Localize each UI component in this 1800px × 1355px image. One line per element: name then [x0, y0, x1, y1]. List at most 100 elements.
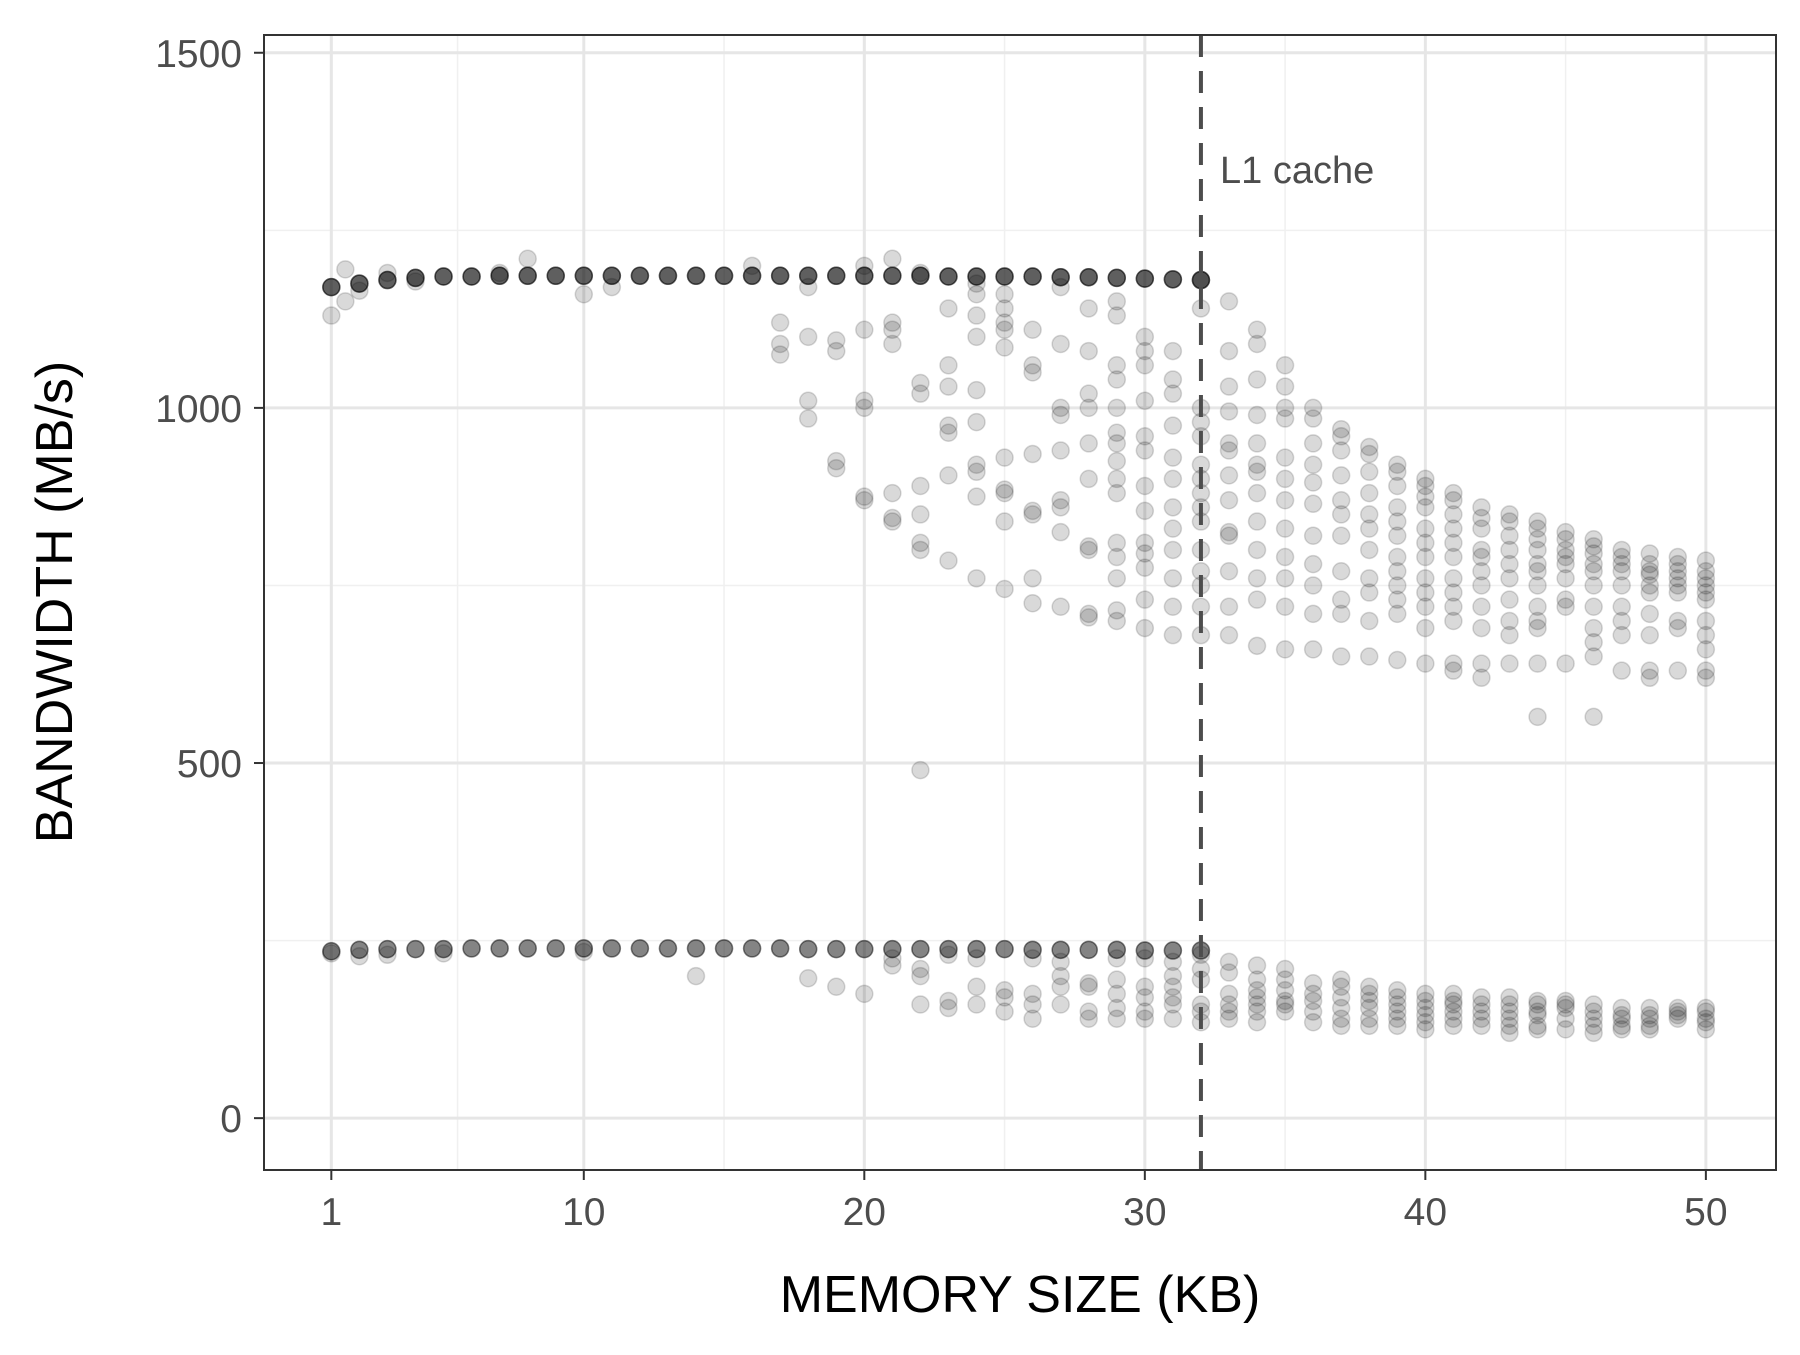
- data-point: [1556, 554, 1575, 574]
- data-point: [911, 995, 930, 1014]
- data-point: [1444, 519, 1463, 538]
- data-point: [1331, 526, 1351, 545]
- data-point: [1444, 991, 1463, 1011]
- data-point: [574, 266, 594, 286]
- data-point: [658, 266, 678, 286]
- data-point: [939, 299, 958, 318]
- data-point: [1556, 590, 1575, 609]
- data-point: [1107, 940, 1127, 960]
- data-point: [1331, 427, 1351, 446]
- data-point: [770, 266, 790, 286]
- data-point: [378, 263, 397, 283]
- data-point: [1023, 984, 1042, 1004]
- data-point: [1051, 267, 1070, 287]
- data-point: [1331, 998, 1351, 1018]
- data-point: [1023, 267, 1042, 286]
- data-point: [1584, 576, 1603, 595]
- data-point: [574, 939, 594, 958]
- data-point: [1359, 984, 1379, 1004]
- data-point: [434, 939, 453, 959]
- data-point: [883, 949, 902, 968]
- data-point: [1612, 540, 1631, 560]
- data-point: [378, 939, 397, 959]
- data-point: [1107, 984, 1127, 1004]
- data-point: [1388, 547, 1407, 567]
- data-point: [1163, 270, 1183, 289]
- data-point: [1584, 597, 1603, 617]
- data-point: [1135, 533, 1155, 553]
- data-point: [686, 939, 706, 958]
- data-point: [1444, 654, 1463, 673]
- data-point: [1135, 269, 1155, 288]
- data-point: [1079, 537, 1098, 556]
- data-point: [1275, 1002, 1295, 1021]
- data-point: [658, 939, 678, 958]
- data-point: [1163, 952, 1183, 972]
- data-point: [1500, 1002, 1519, 1021]
- data-point: [1051, 267, 1070, 287]
- data-point: [1219, 526, 1239, 545]
- data-point: [1303, 526, 1323, 545]
- data-point: [967, 267, 986, 286]
- data-point: [686, 939, 706, 958]
- data-point: [855, 490, 874, 510]
- data-point: [1135, 1009, 1155, 1028]
- data-point: [1219, 377, 1239, 396]
- data-point: [1500, 1009, 1519, 1028]
- data-point: [1556, 991, 1575, 1011]
- data-point: [1696, 551, 1716, 570]
- data-point: [1472, 540, 1491, 560]
- data-point: [995, 939, 1014, 959]
- data-point: [742, 266, 762, 286]
- data-point: [434, 267, 453, 286]
- data-point: [336, 260, 355, 279]
- l1-cache-annotation: L1 cache: [1220, 150, 1374, 192]
- data-point: [1051, 277, 1070, 297]
- data-point: [658, 266, 678, 286]
- data-point: [1107, 356, 1127, 375]
- data-point: [1107, 423, 1127, 442]
- data-point: [1388, 462, 1407, 482]
- data-point: [434, 267, 453, 286]
- data-point: [967, 267, 986, 286]
- data-point: [883, 334, 902, 354]
- gridlines: [264, 35, 1776, 1170]
- data-point: [1668, 661, 1688, 680]
- data-point: [1107, 268, 1127, 288]
- data-point: [1275, 377, 1295, 396]
- data-point: [574, 939, 594, 958]
- data-point: [714, 266, 734, 286]
- data-point: [1051, 522, 1070, 542]
- data-point: [1163, 384, 1183, 403]
- data-point: [1528, 1002, 1547, 1021]
- data-point: [1219, 963, 1239, 982]
- data-point: [939, 267, 958, 286]
- data-point: [1528, 654, 1547, 673]
- data-point: [855, 256, 874, 276]
- data-point: [1023, 267, 1042, 286]
- data-point: [434, 939, 453, 959]
- data-point: [630, 939, 650, 958]
- data-point: [1500, 569, 1519, 588]
- data-point: [1331, 1009, 1351, 1028]
- data-point: [1696, 583, 1716, 602]
- data-point: [350, 940, 369, 960]
- data-point: [658, 266, 678, 286]
- data-point: [1416, 991, 1435, 1011]
- data-point: [630, 939, 650, 958]
- data-point: [322, 941, 341, 961]
- data-point: [1444, 597, 1463, 617]
- data-point: [995, 267, 1014, 286]
- data-point: [911, 939, 930, 959]
- data-point: [1163, 569, 1183, 588]
- data-point: [1051, 267, 1070, 287]
- data-point: [883, 939, 902, 959]
- data-point: [1247, 956, 1267, 975]
- data-point: [995, 939, 1014, 959]
- data-point: [995, 448, 1014, 467]
- data-point: [1135, 269, 1155, 288]
- data-point: [1472, 498, 1491, 517]
- data-point: [798, 266, 818, 286]
- data-point: [1331, 419, 1351, 439]
